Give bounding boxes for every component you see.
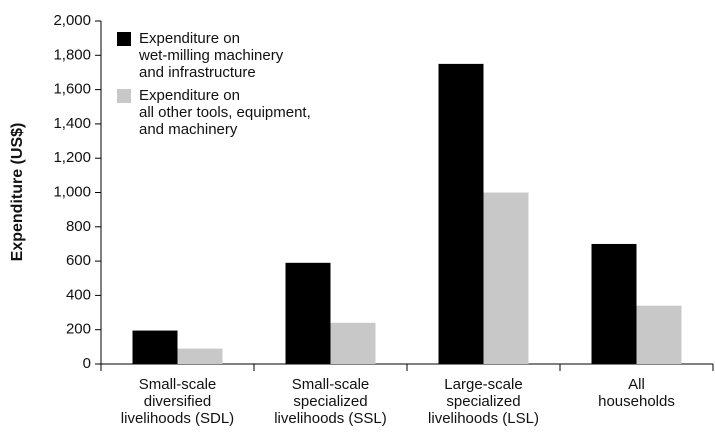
legend-label: Expenditure on all other tools, equipmen… (139, 87, 311, 138)
y-tick-label: 800 (66, 218, 91, 235)
y-tick-label: 2,000 (53, 12, 91, 29)
bar (591, 243, 637, 364)
y-tick-label: 1,400 (53, 115, 91, 132)
y-tick-label: 600 (66, 252, 91, 269)
bar (330, 322, 376, 364)
x-tick-label: Small-scale specialized livelihoods (SSL… (274, 376, 387, 427)
bar (483, 192, 529, 364)
x-tick-label: Large-scale specialized livelihoods (LSL… (428, 376, 539, 427)
legend-label: Expenditure on wet-milling machinery and… (139, 30, 284, 81)
y-tick-label: 1,000 (53, 183, 91, 200)
y-tick-label: 200 (66, 321, 91, 338)
x-tick-label: Small-scale diversified livelihoods (SDL… (120, 376, 235, 427)
bar (177, 348, 223, 364)
legend-swatch (117, 32, 131, 46)
y-tick-label: 1,800 (53, 46, 91, 63)
y-tick-label: 1,600 (53, 81, 91, 98)
y-tick-label: 1,200 (53, 149, 91, 166)
y-tick-label: 0 (83, 355, 91, 372)
bar (636, 305, 682, 364)
bar (132, 330, 178, 364)
bar (438, 63, 484, 364)
y-axis-label: Expenditure (US$) (9, 123, 26, 262)
x-tick-label: All households (598, 376, 675, 410)
legend-swatch (117, 89, 131, 103)
y-tick-label: 400 (66, 286, 91, 303)
bar (285, 262, 331, 364)
